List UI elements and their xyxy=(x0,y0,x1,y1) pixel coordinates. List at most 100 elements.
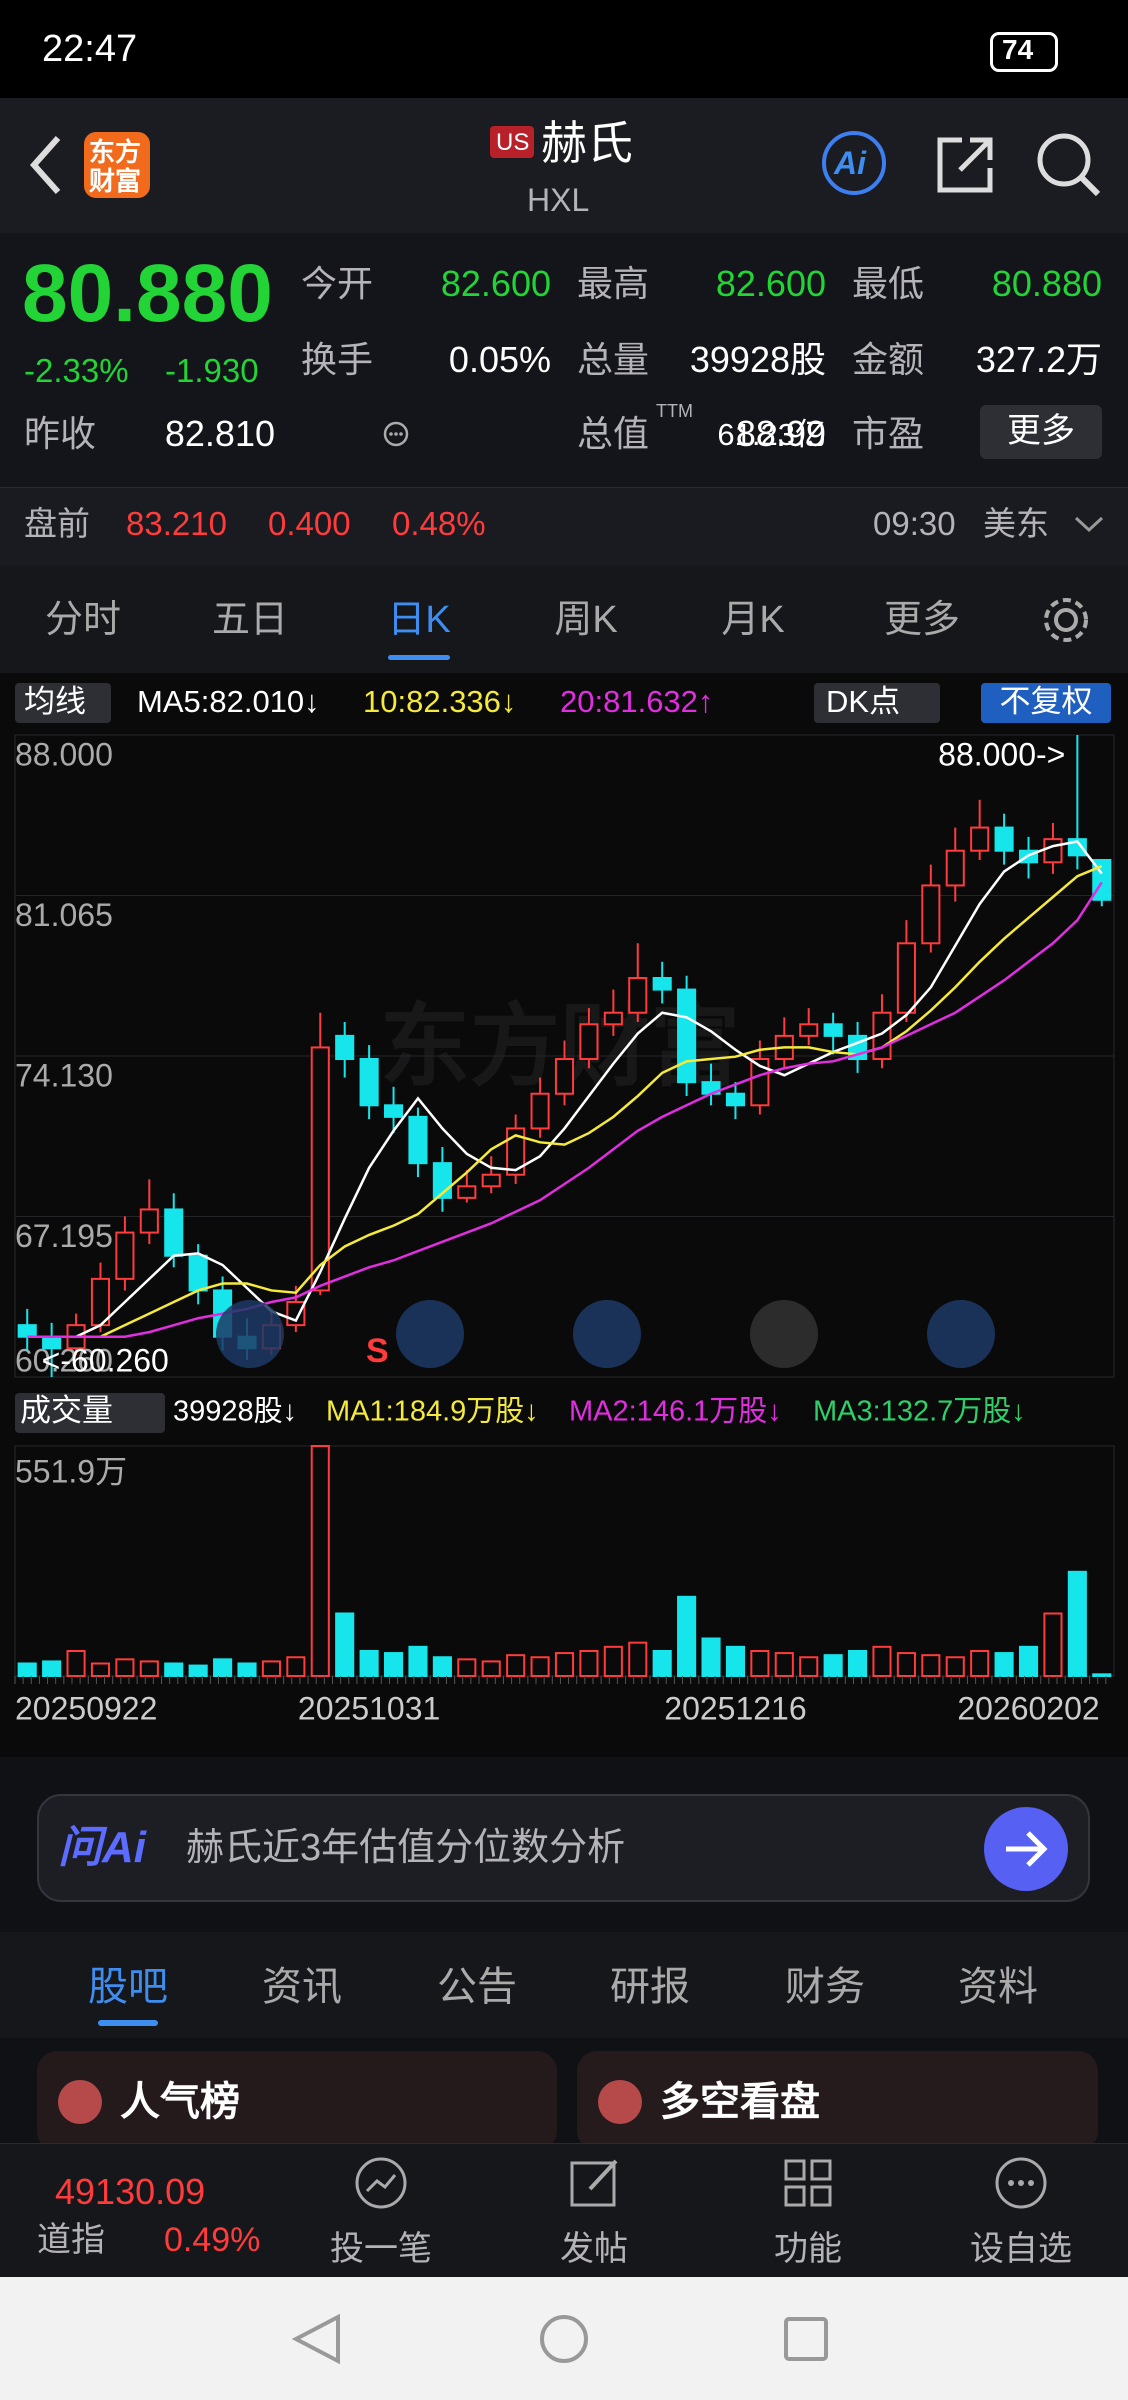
quote-label: 金额 xyxy=(852,339,925,380)
settings-icon[interactable] xyxy=(1040,594,1092,646)
period-tab[interactable]: 更多 xyxy=(883,599,961,641)
pe-note: TTM xyxy=(656,401,693,421)
indicator-button[interactable] xyxy=(15,683,111,723)
search-button[interactable] xyxy=(1034,130,1104,200)
legend-entry: 20:81.632↑ xyxy=(560,684,713,719)
quote-value: 327.2万 xyxy=(975,339,1102,380)
index-name: 道指 xyxy=(37,2221,105,2259)
volume-bar xyxy=(1092,1673,1112,1678)
system-buttons xyxy=(291,2313,828,2365)
volume-bar xyxy=(66,1649,86,1678)
y-tick-label: 67.195 xyxy=(15,1218,113,1254)
chart-control[interactable] xyxy=(396,1300,464,1368)
quote-label: 最高 xyxy=(577,263,650,304)
annotation: 88.000-> xyxy=(938,736,1065,772)
status-bar xyxy=(0,0,1128,98)
nav-item[interactable]: 投一笔 xyxy=(330,2230,432,2268)
candle-body xyxy=(115,1231,135,1280)
candle-body xyxy=(530,1092,550,1130)
card-title: 多空看盘 xyxy=(660,2080,820,2124)
nav-icon xyxy=(355,2157,407,2209)
volume-bar xyxy=(628,1641,648,1678)
volume-bar xyxy=(408,1645,428,1678)
volume-bar xyxy=(603,1645,623,1678)
candle-body xyxy=(970,826,990,852)
quote-value: 80.880 xyxy=(991,263,1102,304)
dk-button[interactable] xyxy=(814,683,940,723)
back-button[interactable] xyxy=(22,130,72,200)
section-tab[interactable]: 股吧 xyxy=(88,1965,168,2009)
bottom-nav xyxy=(0,2143,1128,2278)
ask-ai-box[interactable] xyxy=(37,1794,1090,1902)
period-tab[interactable]: 月K xyxy=(721,599,785,641)
quote-value: 39928股 xyxy=(689,339,826,380)
section-tab[interactable]: 财务 xyxy=(785,1965,865,2009)
period-tab[interactable]: 周K xyxy=(554,599,618,641)
volume-bar xyxy=(481,1660,501,1677)
quote-label: 昨收 xyxy=(24,413,97,454)
candle-body xyxy=(1043,838,1063,864)
nav-item[interactable]: 功能 xyxy=(774,2230,842,2268)
volume-indicator-button[interactable] xyxy=(15,1393,165,1433)
period-tab[interactable]: 分时 xyxy=(44,599,122,641)
ask-ai-send[interactable] xyxy=(982,1805,1070,1893)
volume-bar xyxy=(750,1649,770,1678)
volume-bar xyxy=(286,1656,306,1677)
chart-control[interactable] xyxy=(927,1300,995,1368)
volume-bar xyxy=(432,1656,452,1677)
ask-ai-badge: 问Ai xyxy=(58,1823,146,1872)
chart-control[interactable] xyxy=(750,1300,818,1368)
volume-bar xyxy=(970,1649,990,1678)
volume-last: 39928股↓ xyxy=(173,1396,297,1428)
card-title: 人气榜 xyxy=(120,2080,240,2124)
volume-bar xyxy=(164,1662,184,1678)
volume-bar xyxy=(945,1656,965,1677)
legend-entry: MA5:82.010↓ xyxy=(137,684,320,719)
volume-bar xyxy=(1018,1645,1039,1678)
card[interactable] xyxy=(577,2051,1098,2151)
legend-entry: 10:82.336↓ xyxy=(363,684,516,719)
expand-icon[interactable] xyxy=(1072,512,1106,536)
candle-body xyxy=(188,1254,208,1292)
volume-bar xyxy=(554,1652,575,1677)
volume-bar xyxy=(677,1595,697,1677)
volume-frame xyxy=(14,1445,1115,1677)
period-tab[interactable]: 五日 xyxy=(211,599,289,641)
card[interactable] xyxy=(37,2051,557,2151)
quote-label: 市盈 xyxy=(852,413,925,454)
y-tick-label: 88.000 xyxy=(15,736,113,772)
nav-item[interactable]: 发帖 xyxy=(560,2230,628,2268)
system-nav xyxy=(0,2277,1128,2400)
y-tick-label: 74.130 xyxy=(15,1057,113,1093)
volume-bar xyxy=(115,1658,135,1678)
nav-item[interactable]: 设自选 xyxy=(970,2230,1072,2268)
chart-control[interactable] xyxy=(573,1300,641,1368)
x-tick-label: 20251031 xyxy=(298,1690,440,1726)
candle-body xyxy=(359,1058,379,1107)
logo-text: 东方 xyxy=(89,137,142,167)
candle-body xyxy=(164,1208,184,1257)
more-button[interactable] xyxy=(980,405,1102,459)
section-tab[interactable]: 公告 xyxy=(437,1965,517,2009)
logo-text: 财富 xyxy=(89,166,142,196)
premarket-price: 83.210 xyxy=(126,505,227,542)
ai-button[interactable] xyxy=(822,131,886,195)
volume-bar xyxy=(17,1662,37,1678)
section-tab[interactable]: 研报 xyxy=(610,1965,690,2009)
period-tab[interactable]: 日K xyxy=(387,599,451,641)
volume-bar xyxy=(310,1445,330,1677)
card-icon xyxy=(598,2080,642,2124)
share-button[interactable] xyxy=(932,132,998,198)
period-tabs xyxy=(0,566,1128,673)
info-icon[interactable] xyxy=(382,420,410,448)
candle-body xyxy=(335,1034,355,1061)
candle-body xyxy=(725,1092,746,1107)
chart-control[interactable] xyxy=(216,1300,284,1368)
adjust-button[interactable] xyxy=(981,683,1111,723)
section-tab[interactable]: 资讯 xyxy=(262,1965,342,2009)
volume-bar xyxy=(261,1660,281,1677)
premarket-zone: 美东 xyxy=(983,505,1049,542)
section-tab[interactable]: 资料 xyxy=(958,1965,1038,2009)
candle-body xyxy=(579,1023,599,1061)
